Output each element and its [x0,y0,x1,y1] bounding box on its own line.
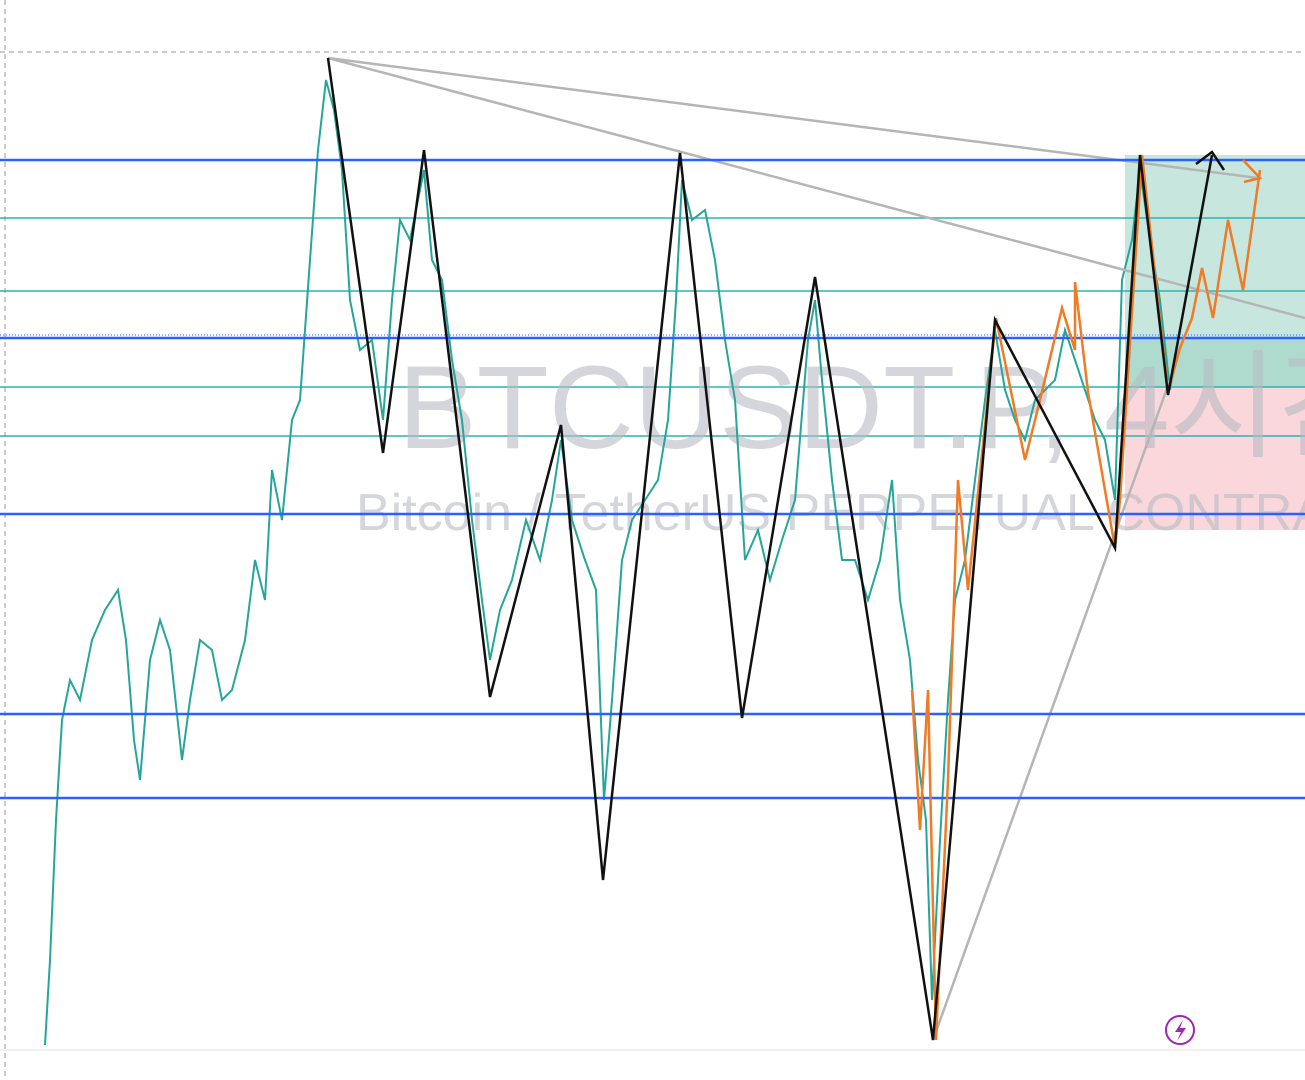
profit-zone-entry [1125,338,1305,387]
zigzag-arrowhead [1195,150,1226,171]
zigzag [326,57,1214,1041]
trend-lines [327,56,1305,1041]
flash-icon[interactable] [1165,1015,1195,1045]
loss-zone [1125,387,1305,530]
orange-arrowhead [1242,159,1263,184]
orange-wave [910,154,1262,1041]
watermark-symbol: BTCUSDT.P, 4시간 [398,342,1305,474]
levels [0,158,1305,800]
